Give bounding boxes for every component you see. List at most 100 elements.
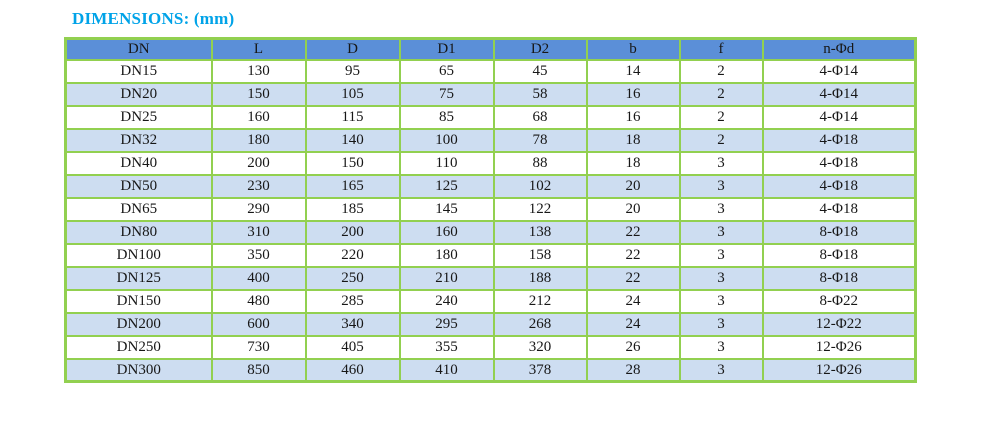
table-cell: 12-Φ22 <box>761 311 917 337</box>
table-cell: 85 <box>398 104 495 130</box>
table-cell: 158 <box>492 242 588 268</box>
table-cell: 4-Φ18 <box>761 173 917 199</box>
table-cell: DN125 <box>64 265 213 291</box>
table-cell: 122 <box>492 196 588 222</box>
table-cell: 180 <box>210 127 307 153</box>
table-row: DN250 730 405 355 320 26 3 12-Φ26 <box>64 334 917 360</box>
table-cell: 20 <box>585 173 681 199</box>
table-cell: 8-Φ18 <box>761 219 917 245</box>
table-cell: 185 <box>304 196 401 222</box>
table-cell: 8-Φ18 <box>761 242 917 268</box>
table-cell: 2 <box>678 104 764 130</box>
table-row: DN100 350 220 180 158 22 3 8-Φ18 <box>64 242 917 268</box>
table-cell: 850 <box>210 357 307 383</box>
table-cell: 4-Φ18 <box>761 127 917 153</box>
table-cell: 2 <box>678 127 764 153</box>
table-cell: 3 <box>678 357 764 383</box>
table-cell: 20 <box>585 196 681 222</box>
table-cell: 8-Φ18 <box>761 265 917 291</box>
table-row: DN300 850 460 410 378 28 3 12-Φ26 <box>64 357 917 383</box>
table-cell: 310 <box>210 219 307 245</box>
column-header-d2: D2 <box>492 37 588 61</box>
table-cell: 65 <box>398 58 495 84</box>
table-cell: 2 <box>678 81 764 107</box>
table-cell: DN40 <box>64 150 213 176</box>
table-cell: 3 <box>678 173 764 199</box>
table-row: DN200 600 340 295 268 24 3 12-Φ22 <box>64 311 917 337</box>
table-cell: 3 <box>678 242 764 268</box>
table-cell: 18 <box>585 127 681 153</box>
table-cell: 16 <box>585 104 681 130</box>
table-cell: 110 <box>398 150 495 176</box>
table-cell: 220 <box>304 242 401 268</box>
table-cell: 58 <box>492 81 588 107</box>
table-cell: 230 <box>210 173 307 199</box>
table-row: DN32 180 140 100 78 18 2 4-Φ18 <box>64 127 917 153</box>
table-cell: 150 <box>304 150 401 176</box>
table-cell: 78 <box>492 127 588 153</box>
table-cell: 160 <box>398 219 495 245</box>
table-cell: 28 <box>585 357 681 383</box>
table-row: DN15 130 95 65 45 14 2 4-Φ14 <box>64 58 917 84</box>
table-cell: 45 <box>492 58 588 84</box>
table-cell: 3 <box>678 196 764 222</box>
table-cell: 212 <box>492 288 588 314</box>
table-cell: DN250 <box>64 334 213 360</box>
table-cell: 3 <box>678 288 764 314</box>
dimensions-table: DN L D D1 D2 b f n-Φd DN15 130 95 65 45 14 2 4-… <box>64 37 917 383</box>
table-cell: 16 <box>585 81 681 107</box>
table-cell: 460 <box>304 357 401 383</box>
table-cell: 200 <box>210 150 307 176</box>
page-title: DIMENSIONS: (mm) <box>72 9 235 28</box>
table-cell: 12-Φ26 <box>761 334 917 360</box>
table-cell: 4-Φ18 <box>761 150 917 176</box>
table-header: DN L D D1 D2 b f n-Φd <box>64 37 917 61</box>
table-cell: 378 <box>492 357 588 383</box>
table-cell: 95 <box>304 58 401 84</box>
table-row: DN150 480 285 240 212 24 3 8-Φ22 <box>64 288 917 314</box>
table-cell: 12-Φ26 <box>761 357 917 383</box>
table-cell: DN20 <box>64 81 213 107</box>
table-cell: 105 <box>304 81 401 107</box>
table-cell: 4-Φ14 <box>761 104 917 130</box>
table-cell: DN300 <box>64 357 213 383</box>
column-header-b: b <box>585 37 681 61</box>
table-cell: 340 <box>304 311 401 337</box>
table-cell: 26 <box>585 334 681 360</box>
table-cell: 320 <box>492 334 588 360</box>
table-cell: 4-Φ14 <box>761 58 917 84</box>
table-cell: 165 <box>304 173 401 199</box>
table-cell: 22 <box>585 219 681 245</box>
table-cell: 75 <box>398 81 495 107</box>
table-cell: 188 <box>492 265 588 291</box>
table-cell: 400 <box>210 265 307 291</box>
table-cell: 3 <box>678 150 764 176</box>
table-row: DN50 230 165 125 102 20 3 4-Φ18 <box>64 173 917 199</box>
table-cell: 138 <box>492 219 588 245</box>
table-cell: 130 <box>210 58 307 84</box>
table-row: DN125 400 250 210 188 22 3 8-Φ18 <box>64 265 917 291</box>
column-header-nfd: n-Φd <box>761 37 917 61</box>
table-cell: 210 <box>398 265 495 291</box>
table-cell: 180 <box>398 242 495 268</box>
table-row: DN25 160 115 85 68 16 2 4-Φ14 <box>64 104 917 130</box>
table-cell: 125 <box>398 173 495 199</box>
column-header-f: f <box>678 37 764 61</box>
table-cell: 3 <box>678 219 764 245</box>
table-cell: 405 <box>304 334 401 360</box>
table-cell: DN50 <box>64 173 213 199</box>
table-cell: 22 <box>585 265 681 291</box>
table-cell: 8-Φ22 <box>761 288 917 314</box>
table-cell: 355 <box>398 334 495 360</box>
table-cell: 200 <box>304 219 401 245</box>
table-cell: 285 <box>304 288 401 314</box>
table-cell: 3 <box>678 311 764 337</box>
table-cell: 250 <box>304 265 401 291</box>
column-header-l: L <box>210 37 307 61</box>
table-cell: 145 <box>398 196 495 222</box>
table-cell: 160 <box>210 104 307 130</box>
table-body: DN15 130 95 65 45 14 2 4-Φ14 DN20 150 105 75 58 16 2 4-… <box>64 58 917 383</box>
table-cell: DN32 <box>64 127 213 153</box>
table-row: DN65 290 185 145 122 20 3 4-Φ18 <box>64 196 917 222</box>
